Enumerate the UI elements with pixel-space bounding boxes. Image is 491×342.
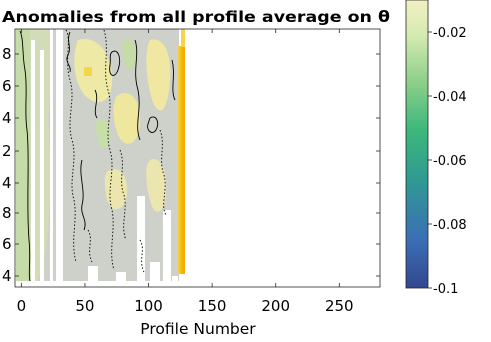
- data-gap-10: [172, 276, 178, 281]
- colorbar-ticks: -0.02 -0.04 -0.06 -0.08 -0.1: [428, 26, 467, 297]
- y-tick-label: 4: [2, 174, 12, 192]
- y-tick-label: 8: [2, 204, 12, 222]
- contour-line: [147, 116, 159, 133]
- x-tick-label: 200: [261, 297, 290, 315]
- data-gap-6: [163, 210, 171, 281]
- x-axis-label: Profile Number: [140, 320, 256, 338]
- x-tick-label: 50: [75, 297, 94, 315]
- heatmap-region-left-green: [16, 29, 29, 281]
- colorbar: -0.02 -0.04 -0.06 -0.08 -0.1: [405, 0, 467, 297]
- warm-anomaly-3: [146, 39, 171, 111]
- data-gap-2: [40, 50, 44, 281]
- data-gap-4: [56, 29, 63, 281]
- strong-warm-strip: [178, 46, 185, 274]
- data-gap-5: [137, 196, 145, 281]
- warm-anomaly-1: [74, 39, 113, 103]
- data-gap-11: [16, 281, 186, 287]
- y-tick-label: 2: [2, 142, 12, 160]
- contour-line-dotted: [119, 149, 127, 241]
- heatmap-field: [16, 29, 186, 287]
- x-tick-label: 150: [198, 297, 227, 315]
- colorbar-tick-label: -0.02: [433, 26, 467, 41]
- data-gap-1: [31, 40, 35, 281]
- strong-warm-strip-top: [181, 29, 185, 47]
- contour-line: [94, 89, 98, 119]
- contour-line-dotted: [65, 29, 77, 263]
- contour-line: [80, 159, 86, 231]
- warm-anomaly-5: [146, 159, 167, 212]
- colorbar-tick-label: -0.1: [433, 282, 458, 297]
- x-tick-label: 100: [134, 297, 163, 315]
- contours-dotted: [65, 29, 167, 273]
- data-gap-3: [50, 29, 53, 281]
- contour-line: [171, 59, 176, 101]
- contour-line: [19, 30, 31, 282]
- y-tick-label: 8: [2, 45, 12, 63]
- chart-title: Anomalies from all profile average on θ: [2, 8, 390, 26]
- y-tick-label: 4: [2, 267, 12, 285]
- contours-solid: [19, 30, 176, 282]
- contour-line: [134, 39, 141, 141]
- y-tick-label: 6: [2, 77, 12, 95]
- colorbar-tick-label: -0.08: [433, 218, 467, 233]
- contour-line: [109, 50, 121, 76]
- data-gap-7: [88, 266, 98, 281]
- x-tick-label: 250: [325, 297, 354, 315]
- warm-anomaly-2: [113, 93, 141, 144]
- y-axis-ticks: [15, 53, 380, 277]
- contour-line-dotted: [159, 129, 167, 216]
- cool-anomaly-2: [95, 119, 111, 148]
- cool-anomaly-1: [122, 39, 137, 69]
- y-tick-label: 4: [2, 109, 12, 127]
- axes-box: [14, 28, 381, 288]
- colorbar-gradient: [405, 0, 429, 289]
- plot-area: 0 50 100 150 200 250 8 6 4 2 4 8 6 4 Profile …: [2, 28, 381, 338]
- y-axis-tick-labels: 8 6 4 2 4 8 6 4: [2, 45, 12, 285]
- x-tick-label: 0: [17, 297, 27, 315]
- warm-anomaly-spot: [84, 67, 92, 76]
- data-gap-8: [116, 272, 126, 281]
- contour-line-dotted: [103, 29, 115, 271]
- x-axis-ticks: 0 50 100 150 200 250: [17, 29, 354, 315]
- colorbar-tick-label: -0.04: [433, 90, 467, 105]
- colorbar-tick-label: -0.06: [433, 154, 467, 169]
- data-gap-9: [150, 262, 160, 281]
- y-tick-label: 6: [2, 235, 12, 253]
